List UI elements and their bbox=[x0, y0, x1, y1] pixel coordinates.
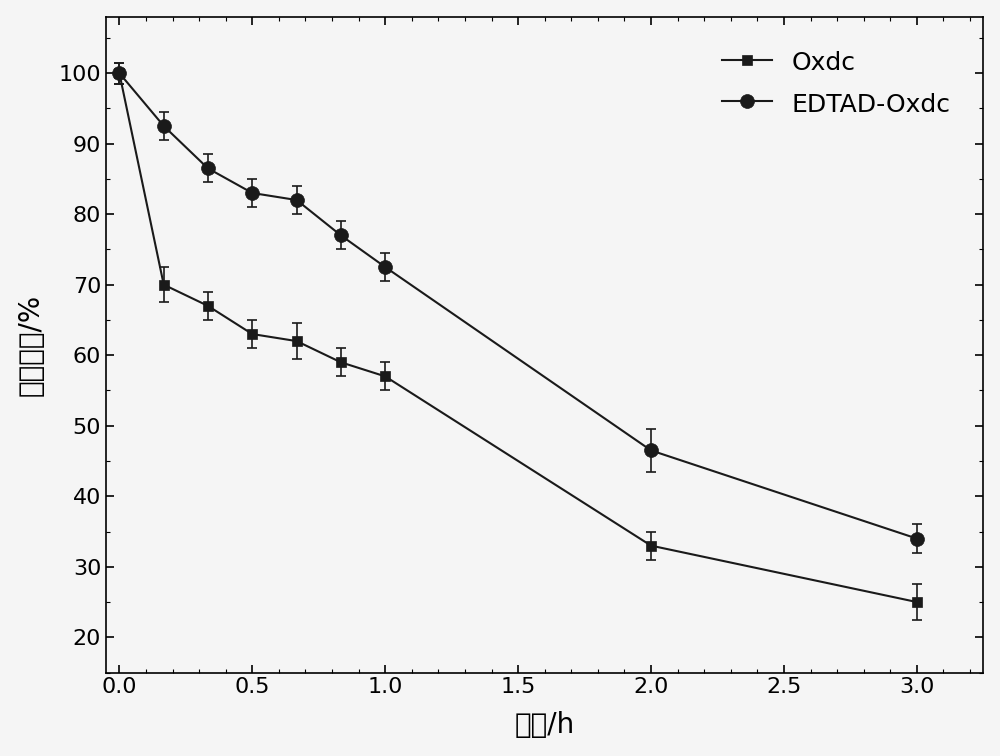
Oxdc bbox=[113, 69, 125, 78]
EDTAD-Oxdc bbox=[202, 164, 214, 173]
EDTAD-Oxdc bbox=[246, 188, 258, 197]
EDTAD-Oxdc bbox=[291, 196, 303, 205]
Oxdc bbox=[645, 541, 657, 550]
EDTAD-Oxdc bbox=[379, 262, 391, 271]
Line: Oxdc: Oxdc bbox=[114, 68, 922, 607]
Oxdc bbox=[158, 280, 170, 290]
EDTAD-Oxdc bbox=[645, 446, 657, 455]
EDTAD-Oxdc bbox=[911, 534, 923, 543]
EDTAD-Oxdc bbox=[158, 122, 170, 131]
Oxdc bbox=[202, 302, 214, 311]
Line: EDTAD-Oxdc: EDTAD-Oxdc bbox=[112, 66, 924, 546]
Oxdc bbox=[335, 358, 347, 367]
EDTAD-Oxdc bbox=[113, 69, 125, 78]
X-axis label: 时间/h: 时间/h bbox=[515, 711, 575, 739]
Y-axis label: 相对酶活/%: 相对酶活/% bbox=[17, 293, 45, 395]
Oxdc bbox=[911, 597, 923, 606]
Oxdc bbox=[379, 372, 391, 381]
Legend: Oxdc, EDTAD-Oxdc: Oxdc, EDTAD-Oxdc bbox=[702, 29, 971, 137]
Oxdc bbox=[246, 330, 258, 339]
EDTAD-Oxdc bbox=[335, 231, 347, 240]
Oxdc bbox=[291, 336, 303, 345]
